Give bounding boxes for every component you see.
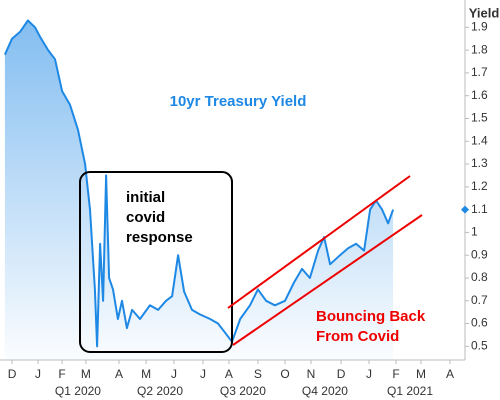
- y-tick-label: 1.3: [471, 156, 488, 170]
- y-tick-label: 0.6: [471, 316, 488, 330]
- axis-label: Yield: [469, 5, 500, 20]
- x-tick-label: D: [8, 367, 17, 381]
- x-tick-label: M: [416, 367, 426, 381]
- x-tick-label: J: [35, 367, 41, 381]
- y-tick-label: 1.9: [471, 20, 488, 34]
- y-tick-label: 1.5: [471, 111, 488, 125]
- x-tick-label: S: [254, 367, 262, 381]
- y-tick-label: 1.2: [471, 179, 488, 193]
- y-tick-label: 0.7: [471, 293, 488, 307]
- annotation: covid: [126, 209, 165, 226]
- x-tick-label: J: [200, 367, 206, 381]
- channel-line: [232, 214, 423, 346]
- x-tick-label: A: [115, 367, 123, 381]
- y-tick-label: 1.6: [471, 88, 488, 102]
- quarter-label: Q2 2020: [137, 384, 183, 398]
- x-tick-label: J: [171, 367, 177, 381]
- y-tick-label: 1.1: [471, 202, 488, 216]
- quarter-label: Q3 2020: [220, 384, 266, 398]
- line: [3, 19, 395, 348]
- x-tick-label: A: [225, 367, 233, 381]
- x-tick-label: N: [307, 367, 316, 381]
- y-tick-label: 1.4: [471, 133, 488, 147]
- x-tick-label: O: [280, 367, 289, 381]
- last-value-marker: [461, 205, 469, 214]
- series-label: 10yr Treasury Yield: [170, 93, 307, 110]
- area: [4, 20, 394, 360]
- y-tick-label: 1.7: [471, 65, 488, 79]
- y-tick-label: 0.9: [471, 247, 488, 261]
- highlight-box: [79, 171, 233, 353]
- annotation: initial: [126, 189, 165, 206]
- y-tick-label: 1.8: [471, 42, 488, 56]
- x-tick-label: A: [446, 367, 454, 381]
- y-tick-label: 1: [471, 225, 478, 239]
- x-tick-label: F: [392, 367, 399, 381]
- x-tick-label: J: [366, 367, 372, 381]
- channel-line: [227, 175, 411, 309]
- annotation: response: [126, 229, 193, 246]
- x-tick-label: F: [58, 367, 65, 381]
- quarter-label: Q4 2020: [302, 384, 348, 398]
- x-tick-label: M: [141, 367, 151, 381]
- y-tick-label: 0.8: [471, 270, 488, 284]
- x-tick-label: D: [337, 367, 346, 381]
- quarter-label: Q1 2021: [387, 384, 433, 398]
- quarter-label: Q1 2020: [55, 384, 101, 398]
- x-tick-label: M: [81, 367, 91, 381]
- annotation: From Covid: [316, 328, 399, 345]
- y-tick-label: 0.5: [471, 339, 488, 353]
- annotation: Bouncing Back: [316, 308, 426, 325]
